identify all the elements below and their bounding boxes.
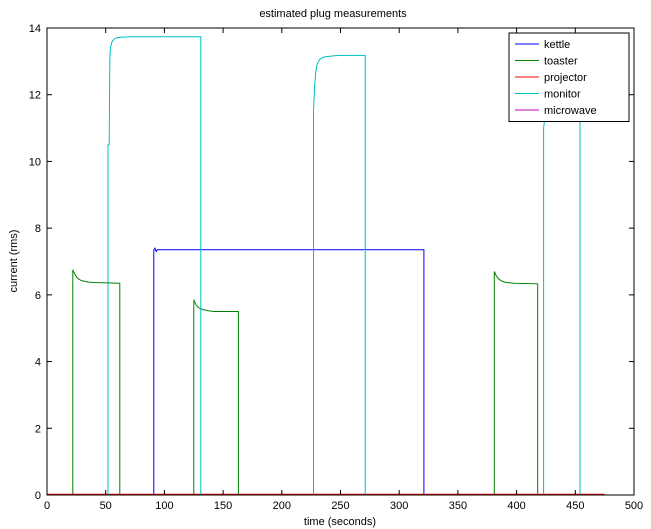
x-tick-label: 150: [214, 500, 232, 512]
y-tick-label: 0: [35, 490, 41, 502]
legend-label-toaster: toaster: [544, 56, 578, 68]
x-tick-label: 50: [100, 500, 112, 512]
y-axis-label: current (rms): [8, 230, 20, 293]
y-tick-label: 10: [29, 156, 41, 168]
legend-label-monitor: monitor: [544, 89, 581, 101]
x-tick-label: 500: [625, 500, 643, 512]
legend-label-projector: projector: [544, 72, 587, 84]
y-tick-label: 6: [35, 290, 41, 302]
series-line-kettle: [47, 247, 605, 496]
x-tick-label: 300: [390, 500, 408, 512]
x-axis-label: time (seconds): [304, 516, 376, 528]
chart-title: estimated plug measurements: [259, 8, 407, 20]
x-tick-label: 450: [566, 500, 584, 512]
legend-label-microwave: microwave: [544, 105, 597, 117]
x-tick-label: 100: [155, 500, 173, 512]
x-tick-label: 200: [273, 500, 291, 512]
x-tick-label: 350: [449, 500, 467, 512]
y-tick-label: 8: [35, 223, 41, 235]
y-tick-label: 4: [35, 357, 41, 369]
y-tick-label: 14: [29, 23, 41, 35]
x-tick-label: 0: [44, 500, 50, 512]
x-tick-label: 400: [507, 500, 525, 512]
legend-label-kettle: kettle: [544, 39, 570, 51]
legend: kettle toaster projector monitor microwave: [508, 32, 630, 122]
y-tick-label: 12: [29, 90, 41, 102]
x-tick-label: 250: [331, 500, 349, 512]
y-tick-label: 2: [35, 423, 41, 435]
